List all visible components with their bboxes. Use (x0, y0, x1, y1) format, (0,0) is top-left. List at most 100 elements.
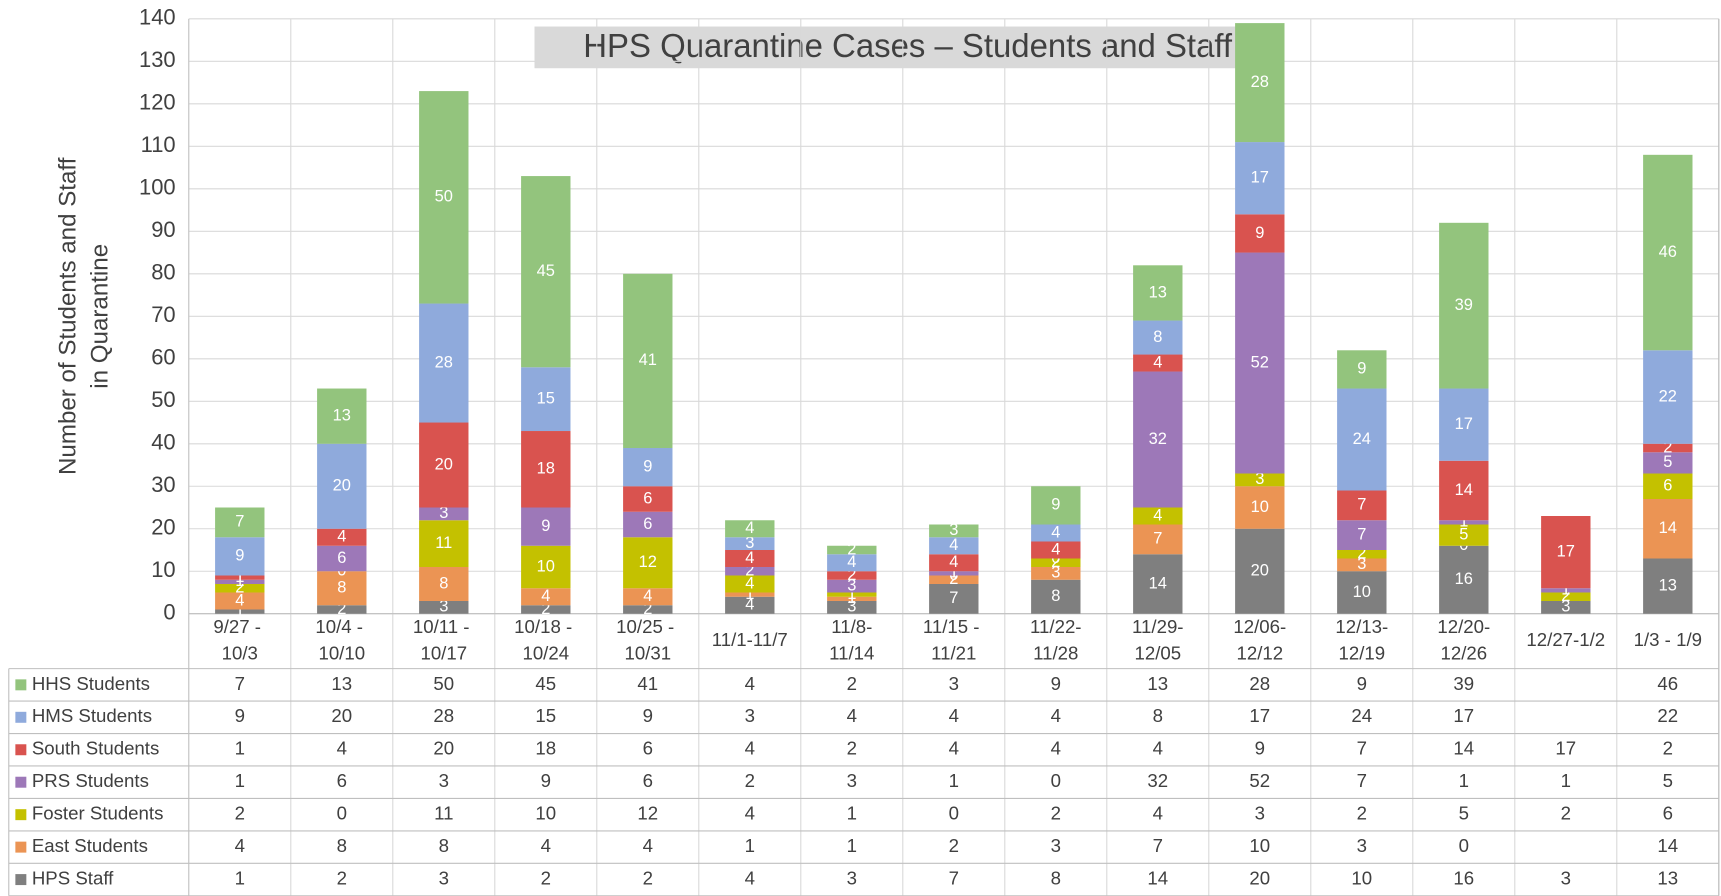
bar-segment (1439, 545, 1489, 614)
bar-segment (1643, 452, 1693, 474)
bar-segment (1541, 600, 1591, 614)
bar-segment (317, 443, 367, 529)
table-cell: 1 (949, 770, 959, 791)
data-label: 2 (949, 570, 958, 588)
bar-segment (1337, 558, 1387, 572)
table-cell: 3 (1255, 803, 1265, 824)
table-cell: 4 (745, 738, 755, 759)
y-tick-label: 110 (141, 132, 176, 157)
table-cell: 3 (847, 868, 857, 889)
bar-segment (521, 367, 571, 432)
table-cell: 4 (949, 738, 959, 759)
data-label: 2 (745, 562, 754, 580)
y-axis-label: in Quarantine (86, 244, 113, 389)
data-label: 3 (1051, 564, 1060, 582)
data-label: 52 (1251, 353, 1269, 371)
table-cell: 14 (1657, 835, 1678, 856)
table-cell: 50 (433, 673, 454, 694)
data-label: 2 (643, 600, 652, 618)
data-label: 4 (1153, 353, 1162, 371)
data-label: 1 (745, 585, 754, 603)
data-label: 46 (1659, 243, 1677, 261)
data-label: 7 (1357, 496, 1366, 514)
bar-segment (1337, 549, 1387, 559)
bar-segment (1541, 592, 1591, 601)
table-cell: 9 (643, 705, 653, 726)
bar-segment (215, 583, 265, 593)
bar-segment (827, 545, 877, 555)
bar-segment (623, 486, 673, 512)
table-cell: 5 (1663, 770, 1673, 791)
table-cell: 18 (535, 738, 556, 759)
chart-title: HPS Quarantine Cases – Students and Staf… (583, 27, 1233, 64)
bar-segment (317, 605, 367, 614)
table-cell: 6 (643, 738, 653, 759)
bar-segment (1133, 265, 1183, 321)
data-label: 12 (639, 553, 657, 571)
table-cell: 8 (1051, 868, 1061, 889)
table-cell: 0 (1051, 770, 1061, 791)
table-cell: 7 (949, 868, 959, 889)
bar-segment (929, 575, 979, 584)
data-label: 1 (949, 564, 958, 582)
data-label: 13 (1659, 576, 1677, 594)
data-label: 13 (333, 406, 351, 424)
legend-swatch (15, 776, 27, 788)
table-cell: 22 (1657, 705, 1678, 726)
data-label: 9 (1051, 496, 1060, 514)
table-cell: 6 (643, 770, 653, 791)
bar-segment (317, 388, 367, 444)
table-cell: 11 (434, 803, 453, 824)
data-label: 2 (847, 566, 856, 584)
data-label: 3 (745, 534, 754, 552)
table-cell: 4 (1153, 738, 1163, 759)
data-label: 17 (1455, 415, 1473, 433)
x-tick-label: 12/27-1/2 (1526, 629, 1605, 650)
data-label: 6 (643, 489, 652, 507)
x-tick-label-line: 12/26 (1440, 642, 1487, 663)
y-tick-label: 90 (151, 217, 175, 242)
bar-segment (1235, 142, 1285, 215)
bar-segment (1643, 350, 1693, 444)
table-cell: 0 (337, 803, 347, 824)
table-cell: 1 (847, 803, 857, 824)
data-label: 8 (1153, 328, 1162, 346)
bar-segment (827, 571, 877, 580)
data-label: 7 (235, 513, 244, 531)
data-label: 1 (235, 572, 244, 590)
bar-segment (1133, 371, 1183, 508)
bar-segment (1643, 443, 1693, 453)
bar-segment (521, 545, 571, 589)
bar-segment (215, 537, 265, 576)
y-axis-label: Number of Students and Staff (55, 157, 82, 475)
data-label: 3 (1357, 555, 1366, 573)
y-tick-label: 10 (151, 557, 175, 582)
data-label: 4 (1051, 523, 1060, 541)
data-label: 3 (949, 521, 958, 539)
table-cell: 1 (1561, 770, 1571, 791)
bar-segment (1031, 558, 1081, 567)
table-cell: 15 (535, 705, 556, 726)
legend-swatch (15, 841, 27, 853)
data-label: 6 (337, 549, 346, 567)
bar-segment (827, 600, 877, 614)
table-cell: 13 (331, 673, 352, 694)
bar-segment (317, 571, 367, 606)
x-tick-label-line: 10/25 - (616, 616, 679, 637)
table-cell: 24 (1351, 705, 1372, 726)
bar-segment (521, 588, 571, 606)
data-label: 9 (235, 547, 244, 565)
legend-swatch (15, 809, 27, 821)
data-label: 1 (1561, 581, 1570, 599)
table-cell: 13 (1147, 673, 1168, 694)
bar-segment (1133, 507, 1183, 525)
data-label: 8 (439, 574, 448, 592)
table-cell: 7 (1357, 770, 1367, 791)
data-label: 14 (1149, 574, 1167, 592)
data-label: 4 (745, 574, 754, 592)
table-cell: 9 (1051, 673, 1061, 694)
table-cell: 1 (745, 835, 755, 856)
table-cell: 3 (1561, 868, 1571, 889)
bar-segment (623, 448, 673, 487)
